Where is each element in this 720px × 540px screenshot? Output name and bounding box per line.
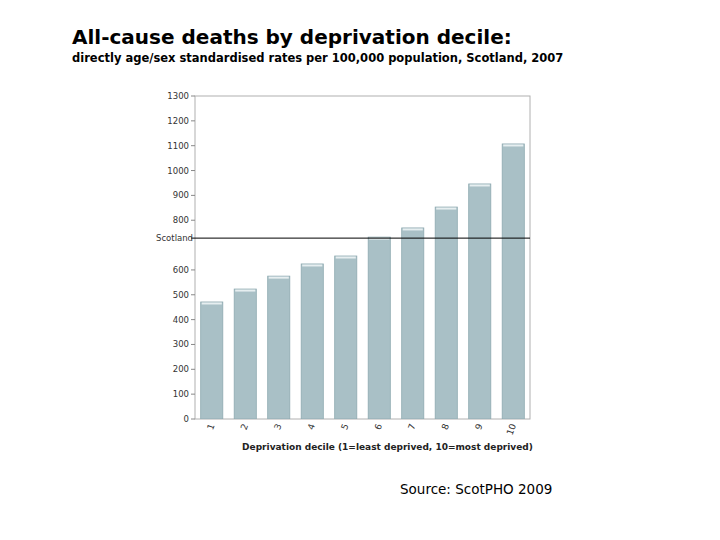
subtitle: directly age/sex standardised rates per … (72, 51, 563, 65)
y-tick-label: 1000 (167, 166, 189, 176)
reference-line (191, 238, 530, 239)
x-tick-label: 1 (205, 422, 216, 431)
bars (201, 144, 525, 419)
y-tick-label: 400 (173, 315, 189, 325)
reference-label: Scotland (156, 233, 193, 243)
title: All-cause deaths by deprivation decile: (72, 25, 512, 49)
y-tick-label: 0 (184, 414, 189, 424)
bar (502, 144, 524, 419)
bar (268, 276, 290, 419)
y-tick-label: 600 (173, 265, 189, 275)
bar (201, 302, 223, 419)
y-tick (191, 394, 195, 395)
bar (234, 289, 256, 419)
y-tick-label: 100 (173, 389, 189, 399)
bar-highlight (269, 277, 289, 279)
y-tick (191, 319, 195, 320)
y-tick (191, 145, 195, 146)
y-tick (191, 120, 195, 121)
y-tick-label: 1100 (167, 141, 189, 151)
y-tick (191, 419, 195, 420)
x-axis-label: Deprivation decile (1=least deprived, 10… (242, 442, 533, 452)
y-tick-label: 1200 (167, 116, 189, 126)
y-tick-label: 800 (173, 215, 189, 225)
bar-highlight (302, 264, 322, 266)
bar (435, 207, 457, 419)
x-tick-label: 8 (440, 422, 451, 431)
x-tick-label: 5 (339, 422, 350, 431)
x-tick-label: 7 (406, 422, 417, 431)
y-tick (191, 269, 195, 270)
bar (368, 237, 390, 419)
y-tick (191, 170, 195, 171)
y-tick (191, 220, 195, 221)
bar-highlight (202, 302, 222, 304)
y-tick (191, 369, 195, 370)
chart: All-cause deaths by deprivation decile: d… (0, 0, 720, 540)
x-tick-label: 2 (239, 422, 250, 431)
bar-highlight (235, 290, 255, 292)
x-tick-label: 4 (306, 422, 317, 431)
y-tick-label: 200 (173, 364, 189, 374)
bar-highlight (503, 144, 523, 146)
bar (469, 184, 491, 419)
bar (301, 264, 323, 419)
x-tick-label: 10 (505, 422, 518, 436)
y-tick-label: 1300 (167, 91, 189, 101)
y-tick (191, 195, 195, 196)
source: Source: ScotPHO 2009 (400, 481, 552, 497)
x-tick-label: 9 (473, 422, 484, 431)
plot-frame (195, 96, 530, 419)
x-tick-label: 6 (373, 422, 384, 431)
bar-highlight (436, 208, 456, 210)
y-tick-label: 300 (173, 339, 189, 349)
y-tick (191, 294, 195, 295)
bar-highlight (336, 257, 356, 259)
y-tick (191, 344, 195, 345)
x-tick-label: 3 (272, 422, 283, 431)
bar (335, 256, 357, 419)
y-tick-label: 500 (173, 290, 189, 300)
y-tick (191, 96, 195, 97)
bar-highlight (470, 184, 490, 186)
y-tick-label: 900 (173, 190, 189, 200)
bar (402, 228, 424, 419)
bar-highlight (403, 228, 423, 230)
